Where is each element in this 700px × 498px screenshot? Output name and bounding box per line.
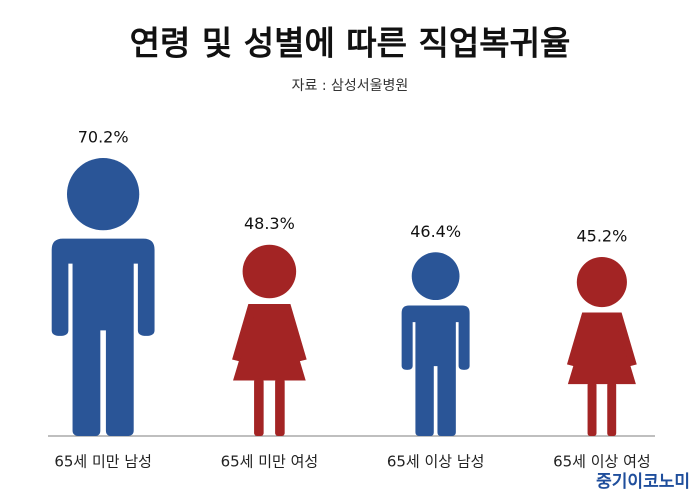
- figure: [51, 158, 155, 436]
- watermark: 중기이코노미: [596, 472, 690, 492]
- x-tick-label: 65세 미만 남성: [54, 453, 152, 471]
- value-label: 45.2%: [576, 227, 627, 246]
- x-tick-label: 65세 미만 여성: [221, 453, 319, 471]
- leg: [254, 378, 264, 436]
- head: [242, 244, 297, 299]
- arm: [280, 304, 307, 362]
- x-tick-label: 65세 이상 남성: [387, 453, 485, 471]
- value-label: 70.2%: [78, 128, 129, 147]
- x-tick-label: 65세 이상 여성: [553, 453, 651, 471]
- figure: [566, 257, 637, 436]
- head: [576, 257, 627, 308]
- leg: [607, 382, 617, 436]
- head: [411, 252, 460, 301]
- head: [66, 158, 140, 231]
- figure: [401, 252, 470, 436]
- value-label: 48.3%: [244, 214, 295, 233]
- figure: [232, 244, 307, 436]
- leg: [275, 378, 285, 436]
- arm: [566, 312, 592, 367]
- chart-title: 연령 및 성별에 따른 직업복귀율: [130, 24, 571, 63]
- chart-subtitle: 자료 : 삼성서울병원: [292, 78, 409, 94]
- body: [401, 305, 470, 436]
- body: [51, 238, 155, 436]
- leg: [587, 382, 597, 436]
- value-label: 46.4%: [410, 222, 461, 241]
- arm: [612, 312, 637, 367]
- arm: [232, 304, 258, 362]
